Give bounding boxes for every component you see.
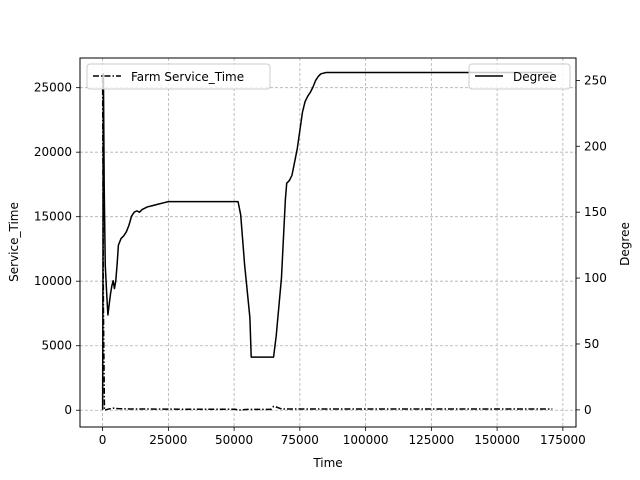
x-axis-title: Time [312,456,342,470]
x-tick-label: 25000 [149,433,187,447]
series-line-farm-service-time [101,77,553,411]
left-y-tick-label: 20000 [34,145,72,159]
right-y-axis-title: Degree [618,222,632,266]
series-lines [101,71,553,411]
x-tick-label: 175000 [540,433,586,447]
legend-left: Farm Service_Time [86,63,271,90]
x-tick-label: 150000 [474,433,520,447]
x-tick-label: 125000 [408,433,454,447]
left-y-tick-label: 10000 [34,274,72,288]
plot-frame [79,57,577,428]
x-tick-label: 75000 [281,433,319,447]
legend-right: Degree [468,63,571,90]
ticks: 0 25000 50000 75000 100000 125000 150000 175000… [34,73,607,447]
right-y-tick-label: 50 [584,337,599,351]
right-y-tick-label: 250 [584,73,607,87]
x-tick-label: 100000 [343,433,389,447]
series-line-degree [101,71,553,410]
left-y-tick-label: 0 [64,403,72,417]
left-y-tick-label: 15000 [34,210,72,224]
right-y-tick-label: 150 [584,205,607,219]
right-y-tick-label: 100 [584,271,607,285]
left-y-tick-label: 5000 [41,339,72,353]
right-y-tick-label: 200 [584,139,607,153]
legend-right-box [468,63,571,90]
legend-right-label: Degree [513,70,557,84]
left-y-tick-label: 25000 [34,81,72,95]
legend-left-box [86,63,271,90]
legend-left-label: Farm Service_Time [131,70,244,84]
x-tick-label: 0 [99,433,107,447]
right-y-tick-label: 0 [584,403,592,417]
grid [80,58,576,427]
left-y-axis-title: Service_Time [7,202,21,282]
x-tick-label: 50000 [215,433,253,447]
